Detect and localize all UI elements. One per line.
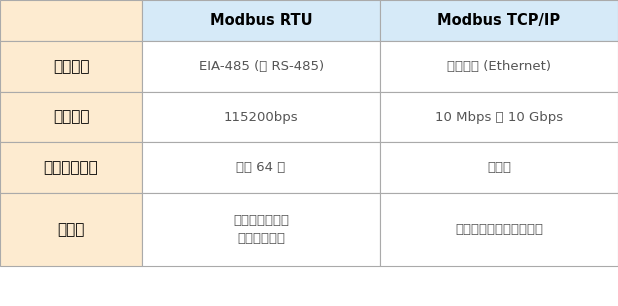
Text: 设备数量限制: 设备数量限制 <box>44 160 98 175</box>
Bar <box>380 0 618 41</box>
Text: 无限制: 无限制 <box>487 161 511 174</box>
Bar <box>0 193 142 266</box>
Text: EIA-485 (或 RS-485): EIA-485 (或 RS-485) <box>198 60 324 73</box>
Bar <box>0 0 142 41</box>
Bar <box>0 92 142 142</box>
Bar <box>380 41 618 92</box>
Text: 最多 64 台: 最多 64 台 <box>237 161 286 174</box>
Text: Modbus TCP/IP: Modbus TCP/IP <box>438 13 561 28</box>
Bar <box>0 142 142 193</box>
Bar <box>380 142 618 193</box>
Bar <box>142 193 380 266</box>
Text: Modbus RTU: Modbus RTU <box>210 13 313 28</box>
Text: 10 Mbps 至 10 Gbps: 10 Mbps 至 10 Gbps <box>435 110 563 124</box>
Text: 抗干扰能力强，
适合工业环境: 抗干扰能力强， 适合工业环境 <box>233 214 289 245</box>
Bar <box>380 92 618 142</box>
Bar <box>142 41 380 92</box>
Text: 传输速率: 传输速率 <box>53 110 90 125</box>
Bar <box>380 193 618 266</box>
Bar <box>142 142 380 193</box>
Bar <box>142 0 380 41</box>
Text: 需视网络环境稳定性而定: 需视网络环境稳定性而定 <box>455 223 543 236</box>
Bar <box>142 92 380 142</box>
Text: 以太网络 (Ethernet): 以太网络 (Ethernet) <box>447 60 551 73</box>
Text: 通讯接口: 通讯接口 <box>53 59 90 74</box>
Text: 115200bps: 115200bps <box>224 110 298 124</box>
Text: 稳定性: 稳定性 <box>57 222 85 237</box>
Bar <box>0 41 142 92</box>
